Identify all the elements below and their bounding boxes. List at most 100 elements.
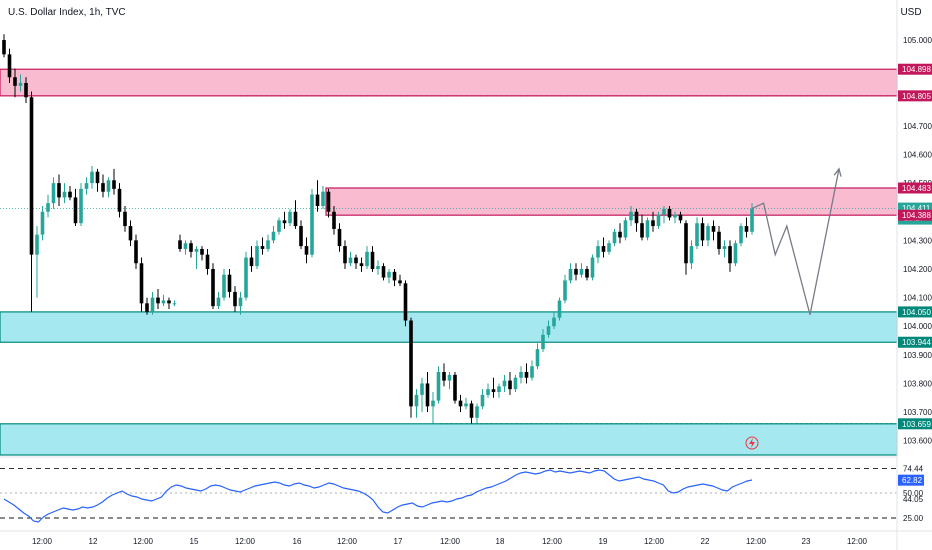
- candle-body: [629, 211, 633, 221]
- candle-body: [700, 223, 705, 241]
- candle-body: [601, 246, 606, 252]
- candle: [733, 240, 738, 267]
- candle-body: [277, 220, 281, 232]
- candle: [359, 257, 364, 272]
- candle-body: [337, 228, 342, 247]
- candle: [101, 174, 105, 198]
- candle-body: [238, 297, 243, 307]
- price-axis: 105.000104.900104.800104.700104.600104.5…: [896, 0, 932, 550]
- candle: [260, 237, 265, 255]
- candle: [623, 217, 628, 241]
- candle-body: [249, 257, 254, 267]
- candle-body: [150, 297, 155, 312]
- candle-body: [128, 226, 133, 241]
- candle: [535, 343, 540, 370]
- candle-body: [222, 274, 226, 298]
- support-upper-zone: [0, 311, 898, 343]
- candle-body: [464, 403, 468, 407]
- candle-body: [106, 180, 111, 192]
- candle: [376, 260, 380, 275]
- candle-body: [398, 280, 402, 284]
- y-tick-label: 103.800: [903, 379, 932, 388]
- candle-body: [557, 300, 562, 318]
- candle-body: [7, 54, 12, 78]
- candle-body: [18, 82, 23, 86]
- candle: [519, 366, 523, 384]
- candle: [161, 294, 166, 307]
- candle: [18, 74, 23, 92]
- candle-body: [574, 268, 578, 275]
- candle-body: [365, 251, 369, 267]
- candle-body: [612, 231, 617, 244]
- chart-title: U.S. Dollar Index, 1h, TVC: [8, 7, 126, 18]
- candle-body: [656, 214, 661, 227]
- candle: [249, 246, 254, 272]
- candle-body: [244, 257, 248, 298]
- projection-layer: [751, 167, 842, 315]
- candle-body: [513, 377, 518, 390]
- candle-body: [420, 383, 424, 395]
- candle-body: [453, 374, 457, 401]
- candle: [35, 226, 39, 298]
- candle: [601, 237, 606, 258]
- time-axis: 12:00 12 12:00 15 12:00 16 12:00 17 12:00 18 12:00…: [0, 530, 932, 546]
- y-tick-label: 103.600: [903, 437, 932, 446]
- currency-label[interactable]: USD: [900, 7, 921, 18]
- candle-body: [508, 380, 512, 390]
- candle: [607, 240, 611, 255]
- candle-body: [332, 211, 336, 229]
- candle-body: [722, 246, 727, 249]
- candle-body: [79, 188, 83, 224]
- candle-body: [40, 211, 45, 235]
- x-tick-label: 12:00: [337, 537, 358, 546]
- candle-body: [541, 334, 545, 350]
- x-tick-label: 12:00: [746, 537, 767, 546]
- rsi-tick-label: 74.44: [903, 465, 924, 474]
- candle-body: [205, 254, 210, 269]
- candle: [414, 389, 419, 418]
- candle: [68, 185, 72, 201]
- candle: [744, 217, 749, 238]
- candle-body: [684, 223, 688, 264]
- candle-body: [172, 303, 177, 305]
- candle: [150, 291, 155, 315]
- candle: [711, 220, 716, 241]
- price-tag-label: 104.898: [902, 65, 931, 74]
- price-tag-label: 104.411: [902, 204, 931, 213]
- candle-body: [689, 246, 694, 264]
- lightning-icon: [745, 436, 759, 450]
- candles-layer: [2, 34, 754, 424]
- candle: [447, 372, 452, 390]
- candle-body: [475, 406, 479, 418]
- candle-body: [662, 208, 666, 215]
- candle: [299, 220, 303, 249]
- candle: [13, 68, 17, 98]
- candle: [62, 183, 67, 204]
- candle: [568, 263, 573, 284]
- x-tick-label: 12:00: [440, 537, 461, 546]
- candle: [95, 168, 100, 192]
- x-tick-label: 17: [394, 537, 403, 546]
- x-tick-label: 12:00: [235, 537, 256, 546]
- candle: [73, 188, 78, 227]
- x-tick-label: 15: [190, 537, 199, 546]
- candle: [233, 286, 237, 312]
- candle-body: [425, 383, 430, 407]
- candle: [425, 372, 430, 413]
- candle: [139, 257, 144, 312]
- candle: [634, 208, 639, 232]
- price-tag: [898, 182, 932, 194]
- candle-body: [623, 220, 628, 238]
- x-tick-label: 12:00: [644, 537, 665, 546]
- candle-body: [24, 82, 28, 98]
- candle: [480, 389, 485, 410]
- candle-body: [431, 400, 435, 407]
- candle-body: [458, 400, 463, 407]
- candle: [57, 174, 61, 207]
- zones-layer: [0, 68, 898, 456]
- projection-arrowhead: [833, 167, 842, 177]
- price-tag: [898, 336, 932, 348]
- candle: [739, 223, 743, 247]
- candle-body: [299, 226, 303, 247]
